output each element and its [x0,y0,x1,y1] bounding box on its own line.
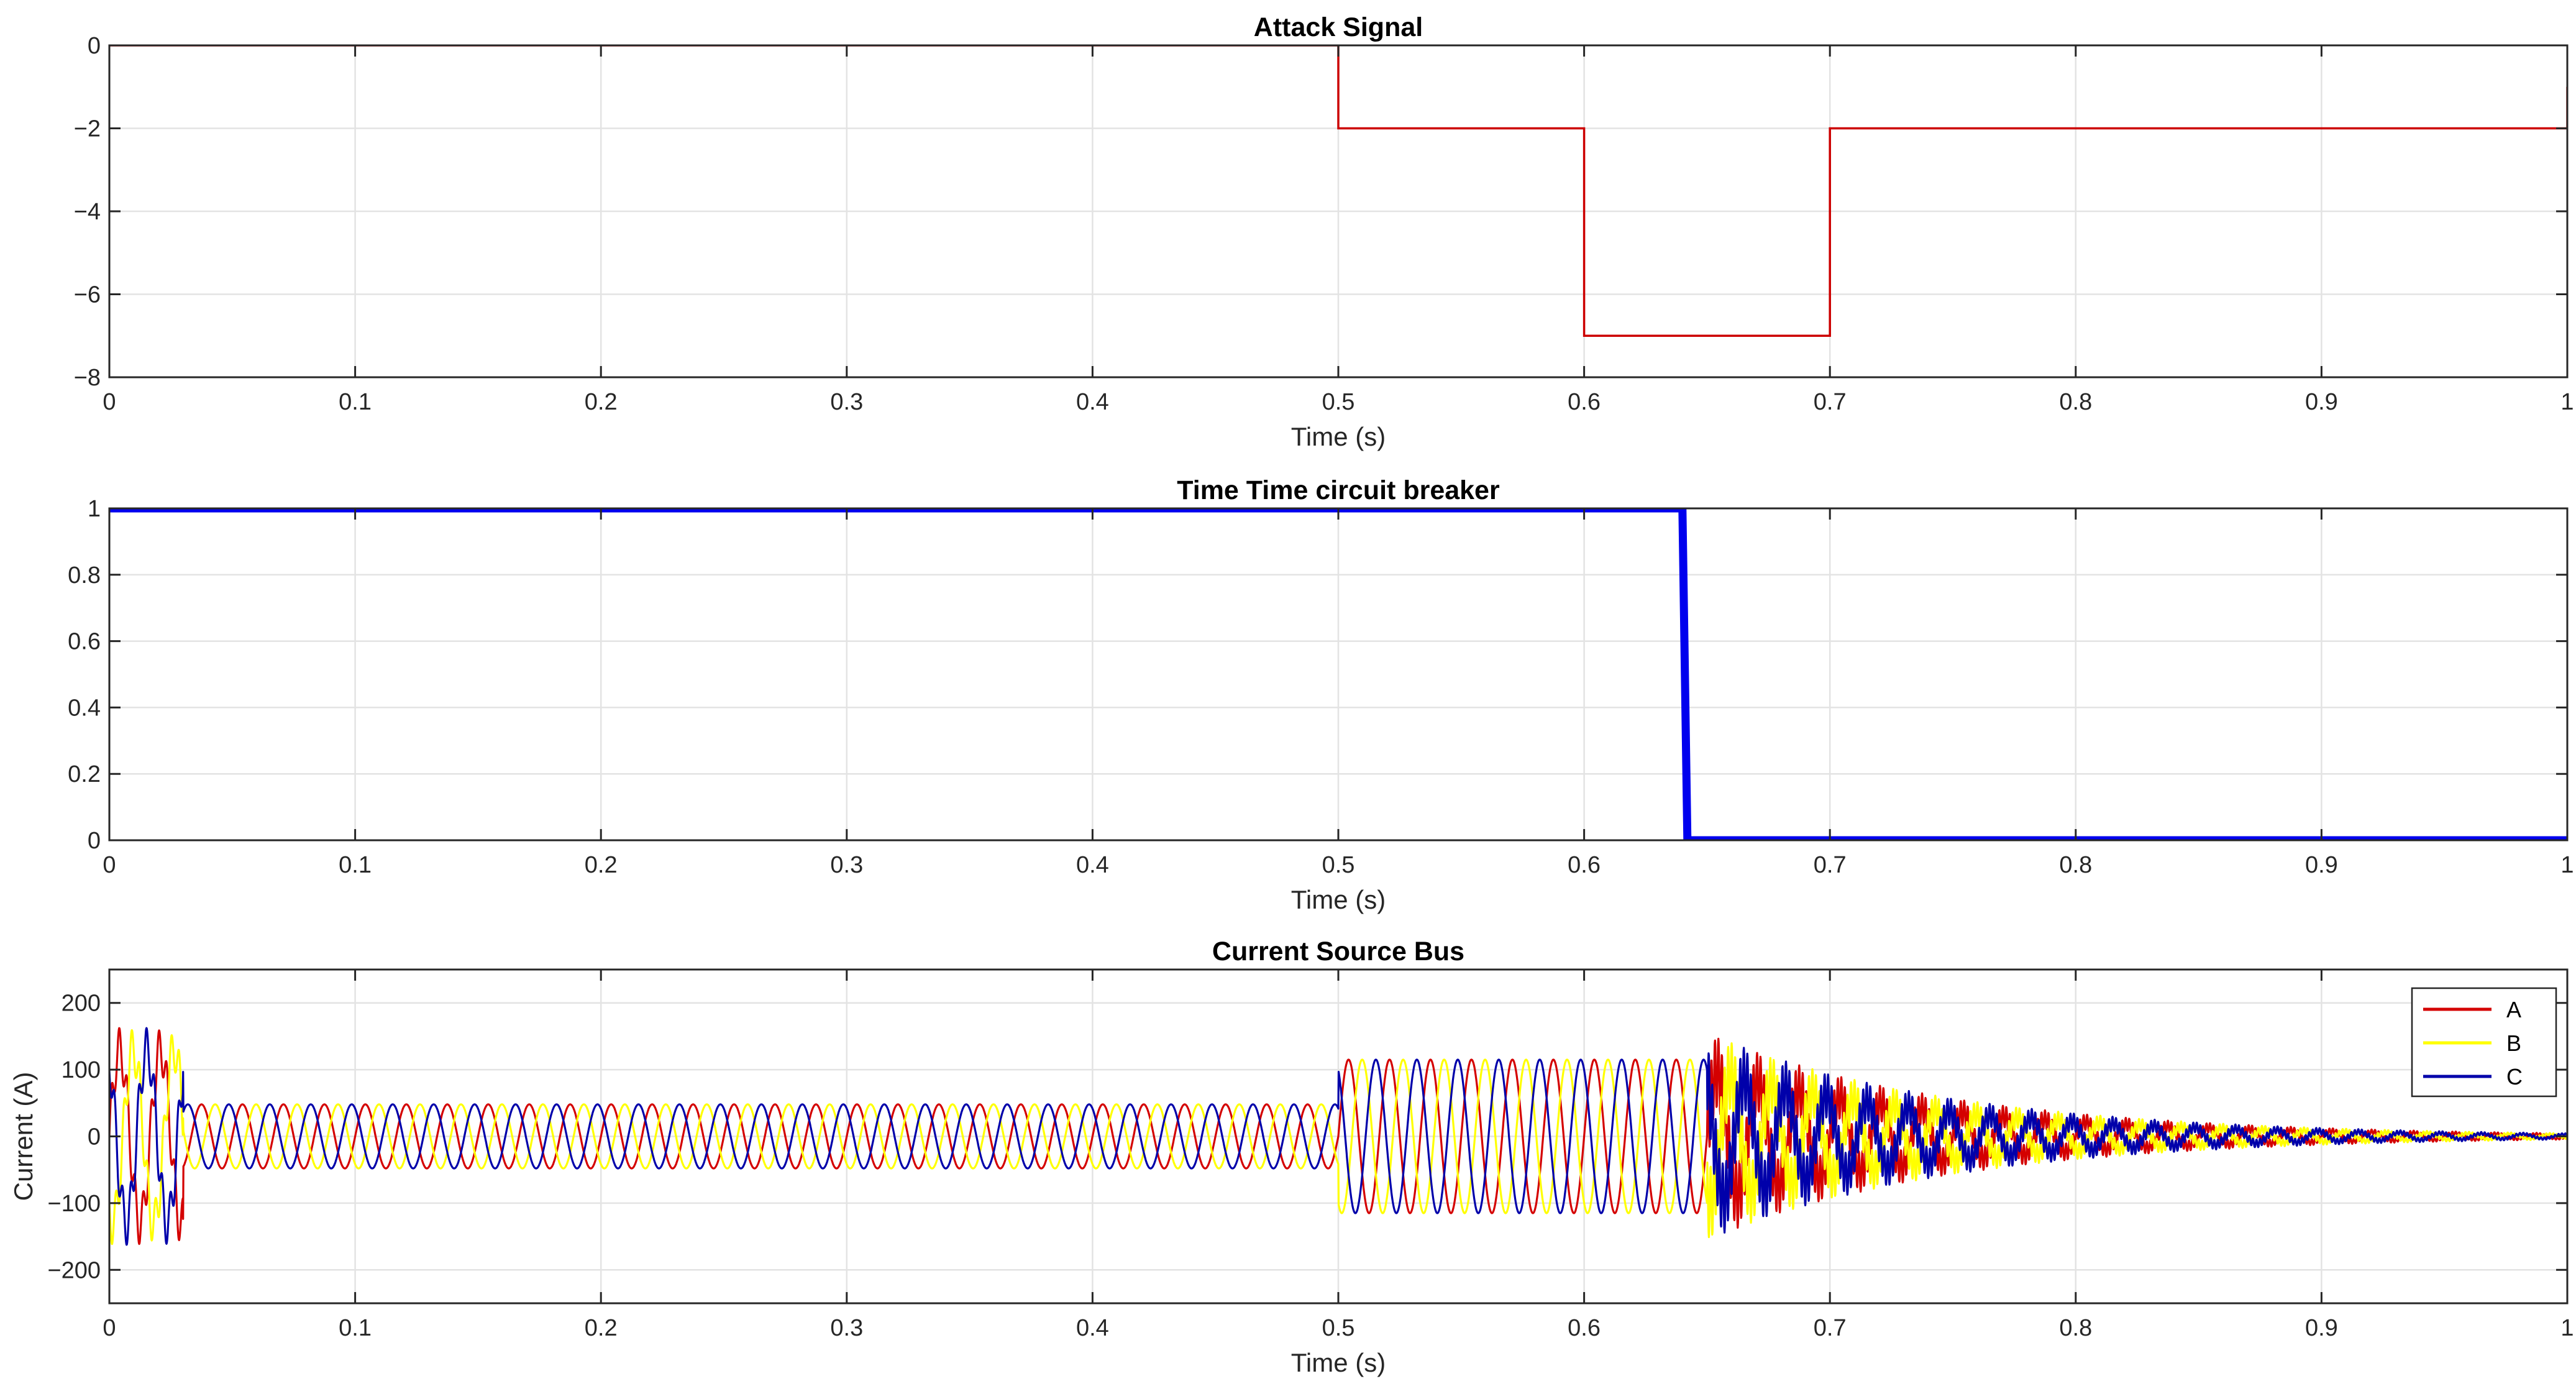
x-tick-label: 0.9 [2305,389,2338,415]
x-tick-label: 0.5 [1322,852,1355,878]
x-tick-label: 0.3 [830,852,863,878]
circuit-breaker-title: Time Time circuit breaker [1177,475,1500,505]
circuit-breaker-series [109,508,2567,840]
x-tick-label: 0.2 [585,389,618,415]
y-tick-label: −6 [74,282,101,308]
attack-signal-series [109,45,2567,337]
series-line-b [109,1029,2567,1245]
y-tick-label: 0.6 [68,629,101,655]
x-tick-label: 0.6 [1568,852,1601,878]
x-tick-label: 0.6 [1568,1315,1601,1341]
y-tick-label: 0.2 [68,761,101,787]
attack-signal-chart: 0 0.1 0.2 0.3 0.4 0.5 0.6 0.7 0.8 0.9 1 −8 −6 −4 −2 0 A… [74,12,2574,451]
series-line [109,45,2567,337]
x-tick-label: 1 [2560,389,2574,415]
y-tick-label: 0 [88,828,101,854]
x-tick-label: 0.6 [1568,389,1601,415]
x-tick-label: 0.9 [2305,852,2338,878]
y-tick-label: 1 [88,496,101,522]
y-tick-label: −8 [74,365,101,391]
current-source-bus-series [109,1027,2567,1246]
x-tick-label: 0.5 [1322,1315,1355,1341]
current-source-bus-title: Current Source Bus [1212,937,1464,966]
attack-signal-ticks: 0 0.1 0.2 0.3 0.4 0.5 0.6 0.7 0.8 0.9 1 −8 −6 −4 −2 0 [74,33,2574,415]
y-tick-label: 0 [88,33,101,59]
y-tick-label: 0 [88,1124,101,1150]
current-source-bus-xlabel: Time (s) [1291,1348,1386,1377]
x-tick-label: 0.8 [2059,1315,2092,1341]
x-tick-label: 0 [103,1315,116,1341]
y-tick-label: 200 [62,991,101,1017]
attack-signal-xlabel: Time (s) [1291,422,1386,451]
series-line-c [109,1027,2567,1246]
x-tick-label: 0.7 [1814,389,1847,415]
y-tick-label: −100 [47,1191,101,1217]
x-tick-label: 0.2 [585,1315,618,1341]
x-tick-label: 0.7 [1814,852,1847,878]
x-tick-label: 0.8 [2059,389,2092,415]
current-source-bus-chart: 0 0.1 0.2 0.3 0.4 0.5 0.6 0.7 0.8 0.9 1 −200 −100 0 10… [9,937,2574,1377]
current-source-bus-legend: ABC [2411,987,2557,1098]
x-tick-label: 0 [103,389,116,415]
legend-label-b: B [2506,1030,2521,1056]
y-tick-label: 0.8 [68,562,101,589]
y-tick-label: 0.4 [68,695,101,721]
x-tick-label: 0.4 [1076,852,1109,878]
y-tick-label: −2 [74,116,101,142]
circuit-breaker-ticks: 0 0.1 0.2 0.3 0.4 0.5 0.6 0.7 0.8 0.9 1 0 0.2 0.4 0.6 0… [68,496,2574,878]
y-tick-label: −200 [47,1257,101,1283]
series-line [109,508,2567,840]
y-tick-label: −4 [74,199,101,225]
x-tick-label: 1 [2560,1315,2574,1341]
x-tick-label: 0 [103,852,116,878]
legend-label-c: C [2506,1064,2523,1089]
x-tick-label: 0.3 [830,389,863,415]
x-tick-label: 1 [2560,852,2574,878]
x-tick-label: 0.1 [339,389,372,415]
current-source-bus-ticks: 0 0.1 0.2 0.3 0.4 0.5 0.6 0.7 0.8 0.9 1 −200 −100 0 10… [47,970,2574,1341]
x-tick-label: 0.4 [1076,1315,1109,1341]
x-tick-label: 0.5 [1322,389,1355,415]
attack-signal-title: Attack Signal [1254,12,1423,42]
x-tick-label: 0.1 [339,1315,372,1341]
x-tick-label: 0.7 [1814,1315,1847,1341]
x-tick-label: 0.4 [1076,389,1109,415]
x-tick-label: 0.3 [830,1315,863,1341]
y-tick-label: 100 [62,1057,101,1083]
current-source-bus-ylabel: Current (A) [9,1072,38,1201]
x-tick-label: 0.9 [2305,1315,2338,1341]
x-tick-label: 0.2 [585,852,618,878]
circuit-breaker-chart: 0 0.1 0.2 0.3 0.4 0.5 0.6 0.7 0.8 0.9 1 0 0.2 0.4 0.6 0… [68,475,2574,914]
circuit-breaker-xlabel: Time (s) [1291,885,1386,914]
legend-label-a: A [2506,997,2521,1022]
x-tick-label: 0.8 [2059,852,2092,878]
x-tick-label: 0.1 [339,852,372,878]
